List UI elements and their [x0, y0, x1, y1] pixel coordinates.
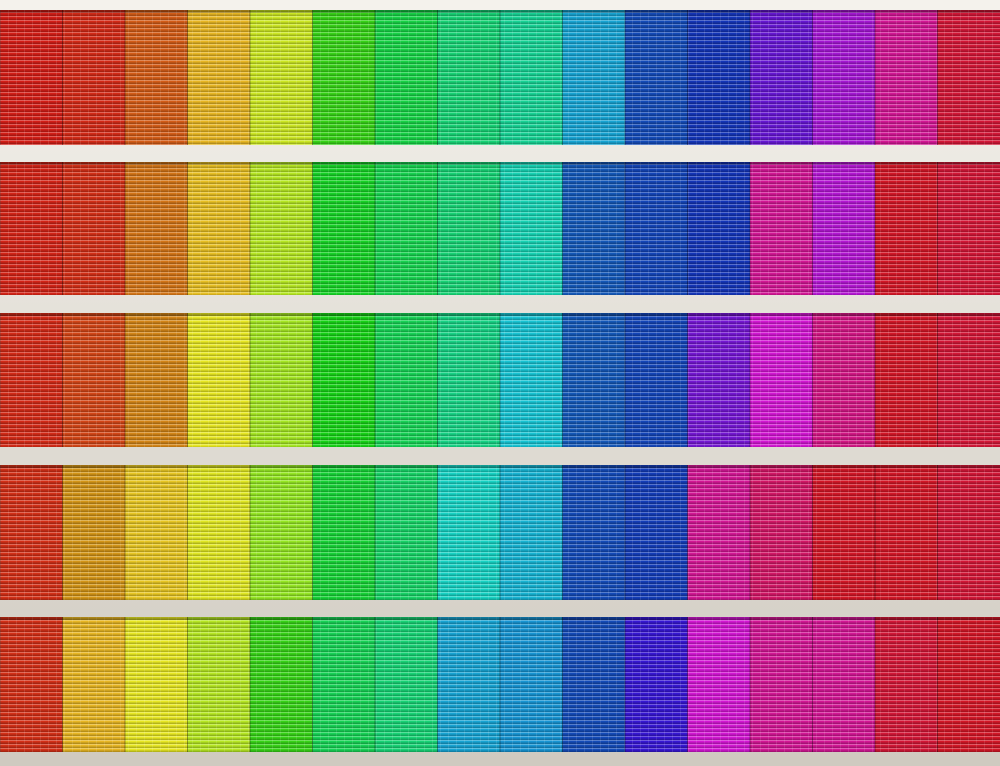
blind-cords [687, 617, 750, 752]
blind-cords [625, 10, 688, 145]
blind-cords [125, 10, 188, 145]
blind-cords [875, 313, 938, 447]
blind-cords [812, 162, 875, 295]
blind-cords [437, 313, 500, 447]
blind-cords [250, 10, 313, 145]
blind-cords [687, 313, 750, 447]
blind-cords [125, 465, 188, 600]
blind-cords [375, 465, 438, 600]
blind-cords [562, 465, 625, 600]
blind-cords [312, 162, 375, 295]
blind-cords [750, 10, 813, 145]
blind-cords [687, 162, 750, 295]
floor-shadow [0, 162, 1000, 165]
blind-cords [437, 617, 500, 752]
blind-cords [562, 617, 625, 752]
blind-cords [562, 313, 625, 447]
blind-cords [937, 313, 1000, 447]
blind-cords [562, 10, 625, 145]
blind-cords [312, 313, 375, 447]
blind-cords [687, 465, 750, 600]
blind-cords [312, 10, 375, 145]
blind-cords [937, 617, 1000, 752]
blind-cords [187, 465, 250, 600]
blind-cords [625, 313, 688, 447]
blind-cords [812, 617, 875, 752]
blind-cords [937, 465, 1000, 600]
blind-cords [500, 465, 563, 600]
blind-cords [500, 10, 563, 145]
blind-cords [750, 313, 813, 447]
blind-cords [62, 313, 125, 447]
blind-cords [562, 162, 625, 295]
blind-cords [0, 162, 63, 295]
blind-cords [437, 162, 500, 295]
blind-cords [0, 617, 63, 752]
blind-cords [62, 617, 125, 752]
blind-cords [187, 10, 250, 145]
blind-cords [250, 162, 313, 295]
blind-cords [312, 465, 375, 600]
blind-cords [125, 617, 188, 752]
blind-cords [375, 617, 438, 752]
blind-cords [937, 10, 1000, 145]
blind-cords [250, 313, 313, 447]
blind-cords [875, 465, 938, 600]
blind-cords [812, 10, 875, 145]
blind-cords [625, 162, 688, 295]
blind-cords [0, 10, 63, 145]
floor-shadow [0, 465, 1000, 468]
blind-cords [375, 10, 438, 145]
blind-cords [812, 313, 875, 447]
blind-cords [187, 162, 250, 295]
blind-cords [62, 10, 125, 145]
blind-cords [500, 162, 563, 295]
blind-cords [625, 465, 688, 600]
blind-cords [187, 313, 250, 447]
blind-cords [500, 313, 563, 447]
blind-cords [187, 617, 250, 752]
blind-cords [62, 465, 125, 600]
blind-cords [375, 162, 438, 295]
blind-cords [750, 465, 813, 600]
blind-cords [937, 162, 1000, 295]
blind-cords [250, 617, 313, 752]
blind-cords [750, 162, 813, 295]
blind-cords [125, 162, 188, 295]
blind-cords [375, 313, 438, 447]
blind-cords [62, 162, 125, 295]
blind-cords [875, 10, 938, 145]
blind-cords [750, 617, 813, 752]
blind-cords [437, 10, 500, 145]
blind-cords [312, 617, 375, 752]
blind-cords [625, 617, 688, 752]
blind-cords [0, 465, 63, 600]
blind-cords [875, 162, 938, 295]
floor-shadow [0, 617, 1000, 620]
blind-cords [687, 10, 750, 145]
blind-cords [125, 313, 188, 447]
blind-cords [0, 313, 63, 447]
blind-cords [875, 617, 938, 752]
blind-cords [250, 465, 313, 600]
blind-cords [812, 465, 875, 600]
blind-cords [437, 465, 500, 600]
blind-cords [500, 617, 563, 752]
floor-shadow [0, 313, 1000, 316]
floor-shadow [0, 10, 1000, 13]
